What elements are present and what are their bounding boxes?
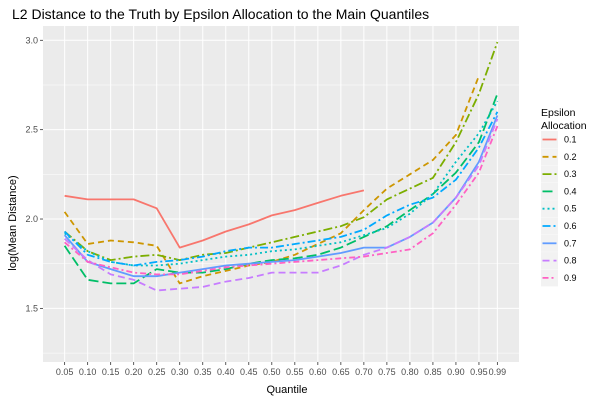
y-axis: 1.5 2.0 2.5 3.0 bbox=[25, 35, 43, 313]
x-tick-label: 0.20 bbox=[125, 367, 143, 377]
legend-label: 0.1 bbox=[564, 135, 577, 145]
legend-title-line2: Allocation bbox=[541, 120, 587, 132]
x-tick-label: 0.45 bbox=[240, 367, 258, 377]
y-tick-label: 1.5 bbox=[25, 303, 38, 313]
legend-label: 0.9 bbox=[564, 273, 577, 283]
y-tick-label: 2.0 bbox=[25, 214, 38, 224]
series-line-0-6 bbox=[63, 111, 499, 267]
plot-panel bbox=[43, 26, 519, 362]
legend-label: 0.7 bbox=[564, 238, 577, 248]
series-line-0-2 bbox=[63, 75, 480, 285]
x-tick-label: 0.75 bbox=[378, 367, 396, 377]
x-tick-label: 0.05 bbox=[56, 367, 74, 377]
x-tick-label: 0.15 bbox=[102, 367, 120, 377]
x-tick-label: 0.40 bbox=[217, 367, 235, 377]
legend-label: 0.3 bbox=[564, 169, 577, 179]
x-tick-label: 0.90 bbox=[447, 367, 465, 377]
x-tick-label: 0.10 bbox=[79, 367, 97, 377]
x-tick-label: 0.85 bbox=[424, 367, 442, 377]
legend-label: 0.8 bbox=[564, 256, 577, 266]
legend-label: 0.5 bbox=[564, 204, 577, 214]
y-axis-title: log(Mean Distance) bbox=[7, 175, 19, 270]
legend-label: 0.6 bbox=[564, 221, 577, 231]
legend-key bbox=[541, 269, 558, 287]
x-tick-label: 0.30 bbox=[171, 367, 189, 377]
x-axis: 0.05 0.10 0.15 0.20 0.25 0.30 0.35 0.40 0.45 0.50… bbox=[56, 362, 506, 377]
legend-label: 0.2 bbox=[564, 152, 577, 162]
series-line-0-8 bbox=[63, 118, 499, 292]
series-line-0-4 bbox=[63, 93, 499, 285]
x-axis-title: Quantile bbox=[267, 384, 308, 396]
x-tick-label: 0.50 bbox=[263, 367, 281, 377]
x-tick-label: 0.35 bbox=[194, 367, 212, 377]
series-line-0-9 bbox=[64, 125, 499, 276]
x-tick-label: 0.65 bbox=[332, 367, 350, 377]
x-tick-label: 0.80 bbox=[401, 367, 419, 377]
x-tick-label: 0.25 bbox=[148, 367, 166, 377]
x-tick-label: 0.60 bbox=[309, 367, 327, 377]
legend-title-line1: Epsilon bbox=[541, 107, 576, 119]
x-tick-label: 0.99 bbox=[489, 367, 507, 377]
chart-title: L2 Distance to the Truth by Epsilon Allo… bbox=[12, 6, 429, 22]
series-layer bbox=[63, 41, 499, 292]
legend-key bbox=[541, 148, 558, 166]
x-tick-label: 0.70 bbox=[355, 367, 373, 377]
legend-label: 0.4 bbox=[564, 186, 577, 196]
x-tick-label: 0.55 bbox=[286, 367, 304, 377]
series-line-0-1 bbox=[64, 189, 365, 249]
y-tick-label: 3.0 bbox=[25, 35, 38, 45]
legend: Epsilon Allocation 0.1 0.2 0.3 0.4 0.5 0.6 0.7… bbox=[541, 107, 587, 287]
x-tick-label: 0.95 bbox=[470, 367, 488, 377]
legend-items: 0.1 0.2 0.3 0.4 0.5 0.6 0.7 0.8 0.9 bbox=[541, 131, 577, 287]
y-tick-label: 2.5 bbox=[25, 125, 38, 135]
